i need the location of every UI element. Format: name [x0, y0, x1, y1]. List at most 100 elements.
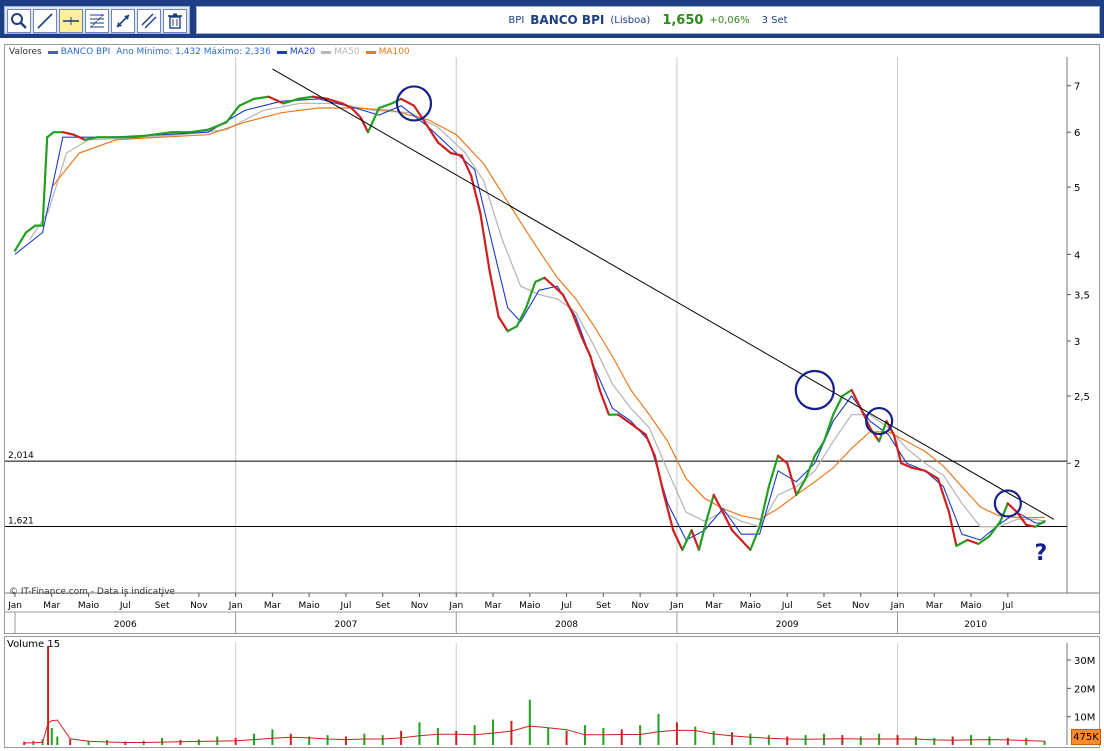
legend-ma50: MA50: [321, 47, 360, 57]
question-mark: ?: [1035, 541, 1048, 566]
price-segment: [892, 433, 903, 465]
volume-y-tick-label: 30M: [1074, 656, 1095, 667]
highlight-circle: [993, 489, 1022, 518]
price-segment: [225, 104, 241, 124]
parallel-lines-tool-icon[interactable]: [137, 9, 161, 33]
price-segment: [705, 493, 715, 523]
x-month-label: Jul: [560, 601, 572, 611]
x-month-label: Set: [155, 601, 170, 611]
price-segment: [626, 420, 638, 429]
price-segment: [977, 535, 991, 545]
price-segment: [41, 136, 49, 227]
volume-y-tick-label: 10M: [1074, 713, 1095, 724]
price-segment: [841, 388, 853, 398]
quote-exchange: (Lisboa): [610, 14, 651, 26]
highlight-circle: [794, 369, 835, 411]
price-segment: [252, 95, 270, 101]
x-year-label: 2006: [114, 620, 137, 630]
horizontal-line-tool-icon[interactable]: [59, 9, 83, 33]
x-month-label: Maio: [740, 601, 762, 611]
price-segment: [377, 102, 393, 110]
price-segment: [999, 502, 1009, 523]
price-segment: [282, 97, 300, 105]
price-chart-panel: Valores BANCO BPI Ano Mínimo: 1,432 Máxi…: [4, 44, 1100, 634]
volume-chart-svg[interactable]: 30M 20M 10M: [5, 637, 1099, 747]
highlight-circle: [865, 406, 894, 436]
x-month-label: Jan: [669, 601, 684, 611]
x-month-label: Nov: [190, 601, 208, 611]
price-segment: [72, 133, 87, 141]
legend-ma100: MA100: [365, 47, 410, 57]
price-segment: [859, 407, 872, 429]
y-tick-label: 7: [1074, 82, 1080, 93]
arrow-tool-icon[interactable]: [111, 9, 135, 33]
price-segment: [524, 280, 537, 309]
x-month-label: Mar: [43, 601, 60, 611]
price-segment: [133, 133, 154, 139]
price-segment: [911, 466, 927, 472]
x-month-label: Jul: [781, 601, 793, 611]
price-chart-svg[interactable]: 7 6 5 4 3,5 3 2,5 2 2,014 1,621 Jan Mar Maio Jul Set No…: [5, 45, 1099, 633]
price-segment: [749, 525, 761, 551]
price-segment: [758, 485, 770, 528]
x-month-label: Mar: [485, 601, 502, 611]
price-segment: [712, 493, 725, 514]
zoom-tool-icon[interactable]: [7, 9, 31, 33]
price-segment: [469, 174, 482, 214]
y-tick-label: 2,5: [1074, 392, 1090, 403]
x-month-label: Mar: [926, 601, 943, 611]
price-segment: [721, 511, 734, 532]
price-segment: [936, 477, 951, 514]
price-segment: [449, 151, 463, 157]
series-ma100-line: [51, 107, 1045, 520]
x-month-label: Nov: [631, 601, 649, 611]
price-segment: [672, 529, 684, 551]
x-year-label: 2010: [964, 620, 987, 630]
x-month-label: Nov: [411, 601, 429, 611]
quote-price: 1,650: [662, 12, 704, 28]
price-segment: [795, 477, 807, 496]
price-segment: [61, 131, 75, 136]
chart-legend: Valores BANCO BPI Ano Mínimo: 1,432 Máxi…: [9, 47, 410, 57]
price-segment: [46, 131, 55, 139]
chart-credit: © IT-Finance.com - Data is indicative: [9, 587, 176, 597]
price-segment: [947, 511, 958, 547]
price-segment: [341, 102, 353, 110]
price-segment: [570, 311, 583, 338]
x-month-label: Mar: [705, 601, 722, 611]
price-segment: [207, 121, 228, 131]
price-segment: [955, 538, 969, 547]
x-month-label: Maio: [519, 601, 541, 611]
legend-title: Valores: [9, 47, 42, 57]
trash-icon[interactable]: [163, 9, 187, 33]
support-level-label: 1,621: [8, 517, 34, 527]
price-segment: [616, 413, 629, 423]
fibonacci-tool-icon[interactable]: [85, 9, 109, 33]
price-segment: [561, 293, 574, 314]
price-segment: [1025, 523, 1037, 528]
price-segment: [988, 520, 1002, 538]
support-level-label: 2,014: [8, 451, 34, 461]
legend-range: Ano Mínimo: 1,432 Máximo: 2,336: [116, 47, 271, 57]
price-segment: [966, 538, 980, 545]
legend-ma100-label: MA100: [378, 47, 410, 57]
x-month-label: Jan: [448, 601, 463, 611]
highlight-circle: [395, 85, 433, 122]
price-segment: [877, 420, 888, 443]
y-tick-label: 4: [1074, 250, 1080, 261]
price-segment: [850, 388, 862, 410]
price-segment: [832, 394, 844, 416]
volume-current-badge: 475K: [1071, 729, 1101, 745]
drawing-tools: [4, 6, 190, 34]
x-month-label: Jan: [7, 601, 22, 611]
price-segment: [662, 493, 675, 532]
trendline-tool-icon[interactable]: [33, 9, 57, 33]
price-segment: [786, 462, 798, 496]
quote-bar: BPI BANCO BPI (Lisboa) 1,650 +0,06% 3 Se…: [196, 6, 1100, 34]
x-month-label: Maio: [299, 601, 321, 611]
y-tick-label: 5: [1074, 183, 1080, 194]
price-segment: [326, 97, 344, 105]
price-segment: [822, 413, 835, 443]
price-segment: [311, 95, 329, 101]
price-segment: [1015, 511, 1028, 526]
